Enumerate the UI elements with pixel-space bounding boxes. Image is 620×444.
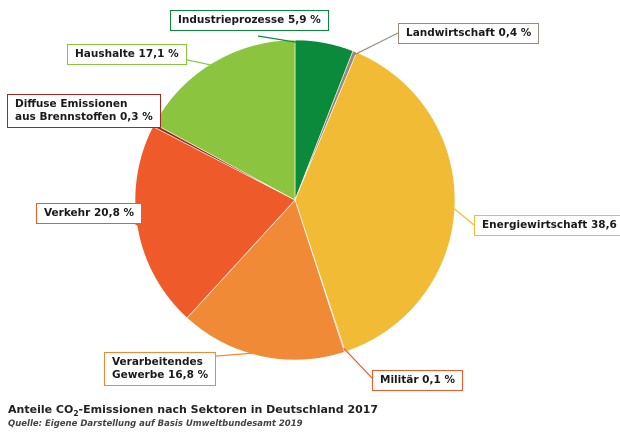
label-haushalte: Haushalte 17,1 % xyxy=(67,44,187,65)
label-energiewirtschaft: Energiewirtschaft 38,6 % xyxy=(474,215,620,236)
leader-line-milit-r xyxy=(343,347,373,379)
label-militaer: Militär 0,1 % xyxy=(372,370,463,391)
leader-line-industrieprozesse xyxy=(257,35,324,48)
label-landwirtschaft: Landwirtschaft 0,4 % xyxy=(398,23,540,44)
label-diffuse-emissionen: Diffuse Emissionen aus Brennstoffen 0,3 … xyxy=(7,94,161,128)
pie-slice-haushalte xyxy=(153,39,296,201)
pie-slice-verkehr xyxy=(134,126,296,319)
label-verarbeitendes-gewerbe: Verarbeitendes Gewerbe 16,8 % xyxy=(104,352,217,386)
pie-slice-energiewirtschaft xyxy=(294,51,456,353)
leader-line-landwirtschaft xyxy=(353,32,399,56)
chart-source: Quelle: Eigene Darstellung auf Basis Umw… xyxy=(8,419,303,429)
label-industrieprozesse: Industrieprozesse 5,9 % xyxy=(170,10,329,31)
pie-slices xyxy=(134,39,456,361)
chart-caption: Anteile CO2-Emissionen nach Sektoren in … xyxy=(8,403,379,419)
leader-line-energiewirtschaft xyxy=(450,205,475,226)
label-verkehr: Verkehr 20,8 % xyxy=(36,203,143,224)
pie-slice-verarbeitendes-gewerbe xyxy=(186,199,345,361)
